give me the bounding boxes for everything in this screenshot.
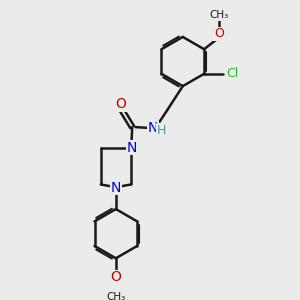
Text: O: O [110,270,121,284]
Text: CH₃: CH₃ [106,292,125,300]
Text: N: N [127,141,137,154]
Text: CH₃: CH₃ [209,10,229,20]
Text: N: N [148,122,158,136]
Text: O: O [214,27,224,40]
Text: Cl: Cl [227,67,239,80]
Text: O: O [115,97,126,111]
Text: N: N [111,181,121,195]
Text: H: H [157,124,166,137]
